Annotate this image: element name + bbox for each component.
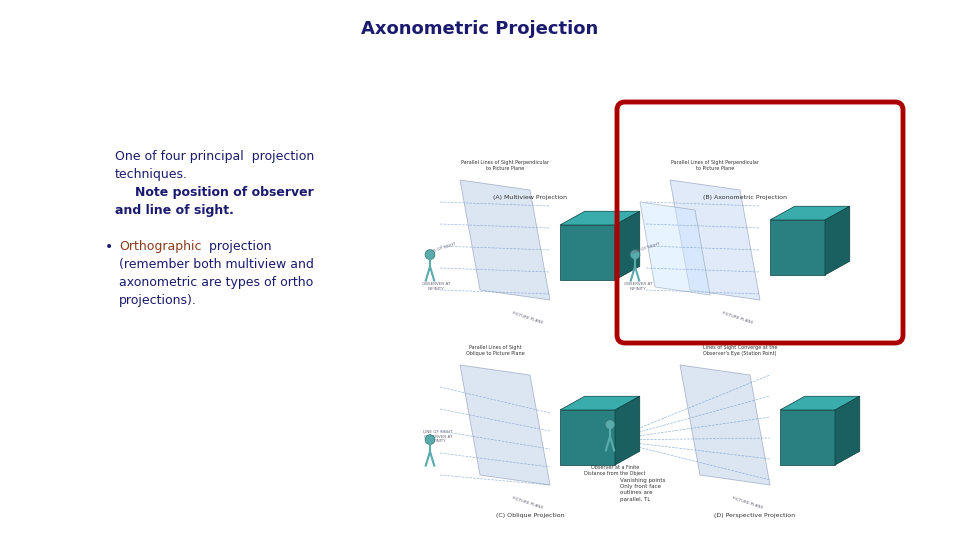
Polygon shape bbox=[780, 410, 835, 465]
Text: axonometric are types of ortho: axonometric are types of ortho bbox=[119, 276, 313, 289]
Text: •: • bbox=[105, 240, 113, 254]
Text: Observer's Eye (Station Point): Observer's Eye (Station Point) bbox=[704, 351, 777, 356]
Text: to Picture Plane: to Picture Plane bbox=[486, 166, 524, 171]
Circle shape bbox=[630, 249, 640, 260]
Polygon shape bbox=[835, 396, 860, 465]
Text: OBSERVER AT
INFINITY: OBSERVER AT INFINITY bbox=[624, 282, 652, 291]
Text: PICTURE PLANE: PICTURE PLANE bbox=[722, 311, 754, 325]
Text: Parallel Lines of Sight Perpendicular: Parallel Lines of Sight Perpendicular bbox=[671, 160, 759, 165]
Text: Vanishing points
Only front face
outlines are
parallel, TL: Vanishing points Only front face outline… bbox=[620, 478, 665, 502]
Text: Axonometric Projection: Axonometric Projection bbox=[361, 20, 599, 38]
Polygon shape bbox=[560, 225, 615, 280]
Polygon shape bbox=[560, 410, 615, 465]
Text: (D) Perspective Projection: (D) Perspective Projection bbox=[714, 513, 796, 518]
Text: LINE OF SIGHT: LINE OF SIGHT bbox=[632, 241, 660, 254]
Text: Oblique to Picture Plane: Oblique to Picture Plane bbox=[466, 351, 524, 356]
Circle shape bbox=[605, 420, 615, 429]
Polygon shape bbox=[680, 365, 770, 485]
Text: projections).: projections). bbox=[119, 294, 197, 307]
Polygon shape bbox=[460, 365, 550, 485]
Text: PICTURE PLANE: PICTURE PLANE bbox=[512, 311, 544, 325]
Text: PICTURE PLANE: PICTURE PLANE bbox=[732, 496, 764, 510]
Polygon shape bbox=[560, 211, 639, 225]
Text: (A) Multiview Projection: (A) Multiview Projection bbox=[493, 195, 567, 200]
Polygon shape bbox=[615, 211, 639, 280]
Text: One of four principal  projection: One of four principal projection bbox=[115, 150, 314, 163]
Text: (C) Oblique Projection: (C) Oblique Projection bbox=[495, 513, 564, 518]
Polygon shape bbox=[770, 206, 850, 220]
Text: OBSERVER AT
INFINITY: OBSERVER AT INFINITY bbox=[421, 282, 450, 291]
Text: to Picture Plane: to Picture Plane bbox=[696, 166, 734, 171]
Polygon shape bbox=[670, 180, 760, 300]
Text: (B) Axonometric Projection: (B) Axonometric Projection bbox=[703, 195, 787, 200]
Text: LINE OF SIGHT
OBSERVER AT
INFINITY: LINE OF SIGHT OBSERVER AT INFINITY bbox=[423, 430, 453, 443]
Polygon shape bbox=[460, 180, 550, 300]
Polygon shape bbox=[615, 396, 639, 465]
Text: Note position of observer: Note position of observer bbox=[135, 186, 314, 199]
Polygon shape bbox=[640, 202, 710, 295]
Text: LINE OF SIGHT: LINE OF SIGHT bbox=[427, 241, 457, 254]
Polygon shape bbox=[770, 220, 825, 275]
Text: Observer at a Finite
Distance from the Object: Observer at a Finite Distance from the O… bbox=[585, 465, 646, 476]
Text: and line of sight.: and line of sight. bbox=[115, 204, 234, 217]
Text: Parallel Lines of Sight: Parallel Lines of Sight bbox=[468, 345, 521, 350]
Text: Orthographic: Orthographic bbox=[119, 240, 202, 253]
Text: projection: projection bbox=[205, 240, 272, 253]
Circle shape bbox=[425, 435, 435, 444]
Circle shape bbox=[425, 249, 435, 260]
Text: Lines of Sight Converge at the: Lines of Sight Converge at the bbox=[703, 345, 778, 350]
Polygon shape bbox=[780, 396, 860, 410]
Text: PICTURE PLANE: PICTURE PLANE bbox=[512, 496, 544, 510]
Polygon shape bbox=[825, 206, 850, 275]
Text: techniques.: techniques. bbox=[115, 168, 188, 181]
Text: (remember both multiview and: (remember both multiview and bbox=[119, 258, 314, 271]
Text: Parallel Lines of Sight Perpendicular: Parallel Lines of Sight Perpendicular bbox=[461, 160, 549, 165]
Polygon shape bbox=[560, 396, 639, 410]
